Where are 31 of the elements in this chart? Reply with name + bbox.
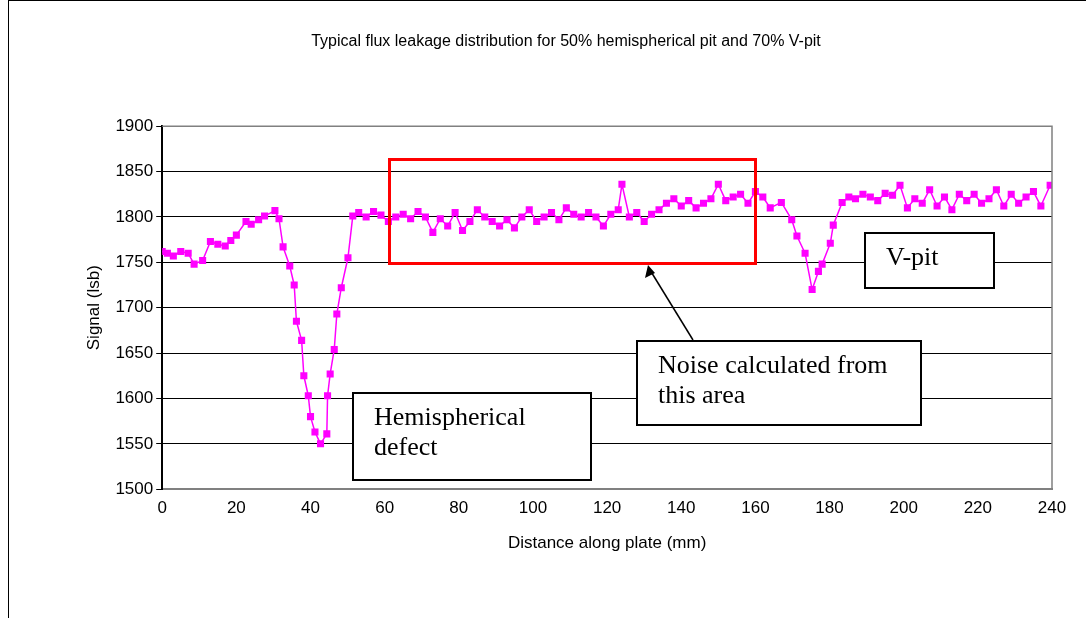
x-tick-label: 120 <box>592 498 622 518</box>
annotation: Noise calculated from this area <box>658 350 888 409</box>
y-tick-label: 1650 <box>115 342 154 362</box>
x-tick-label: 180 <box>815 498 844 518</box>
x-tick-label: 20 <box>226 498 246 518</box>
x-tick-label: 40 <box>301 498 320 518</box>
y-tick-label: 1550 <box>115 433 154 453</box>
annotation: Hemispherical defect <box>374 402 526 461</box>
x-tick-label: 80 <box>449 498 469 518</box>
x-tick-label: 0 <box>157 498 167 518</box>
x-tick-label: 60 <box>375 498 395 518</box>
x-tick-label: 200 <box>889 498 918 518</box>
y-tick-label: 1750 <box>115 252 154 272</box>
y-tick-label: 1600 <box>115 388 154 408</box>
x-tick-label: 160 <box>741 498 770 518</box>
chart-title: Typical flux leakage distribution for 50% hemispherical pit and 70% V-pit <box>311 32 822 50</box>
y-axis-title: Signal (lsb) <box>83 265 103 351</box>
x-tick-label: 240 <box>1037 498 1067 518</box>
y-tick-label: 1850 <box>115 161 154 181</box>
y-tick-label: 1700 <box>115 297 154 317</box>
x-tick-label: 100 <box>518 498 548 518</box>
x-tick-label: 220 <box>963 498 993 518</box>
y-tick-label: 1800 <box>115 206 154 226</box>
note-box: V-pit <box>864 232 995 289</box>
x-axis-title: Distance along plate (mm) <box>507 533 707 553</box>
note-box: Noise calculated from this area <box>636 340 922 426</box>
y-tick-label: 1500 <box>115 478 154 498</box>
note-box: Hemispherical defect <box>352 392 592 481</box>
y-tick-label: 1900 <box>115 115 154 135</box>
x-tick-label: 140 <box>667 498 696 518</box>
annotation: V-pit <box>886 242 939 271</box>
